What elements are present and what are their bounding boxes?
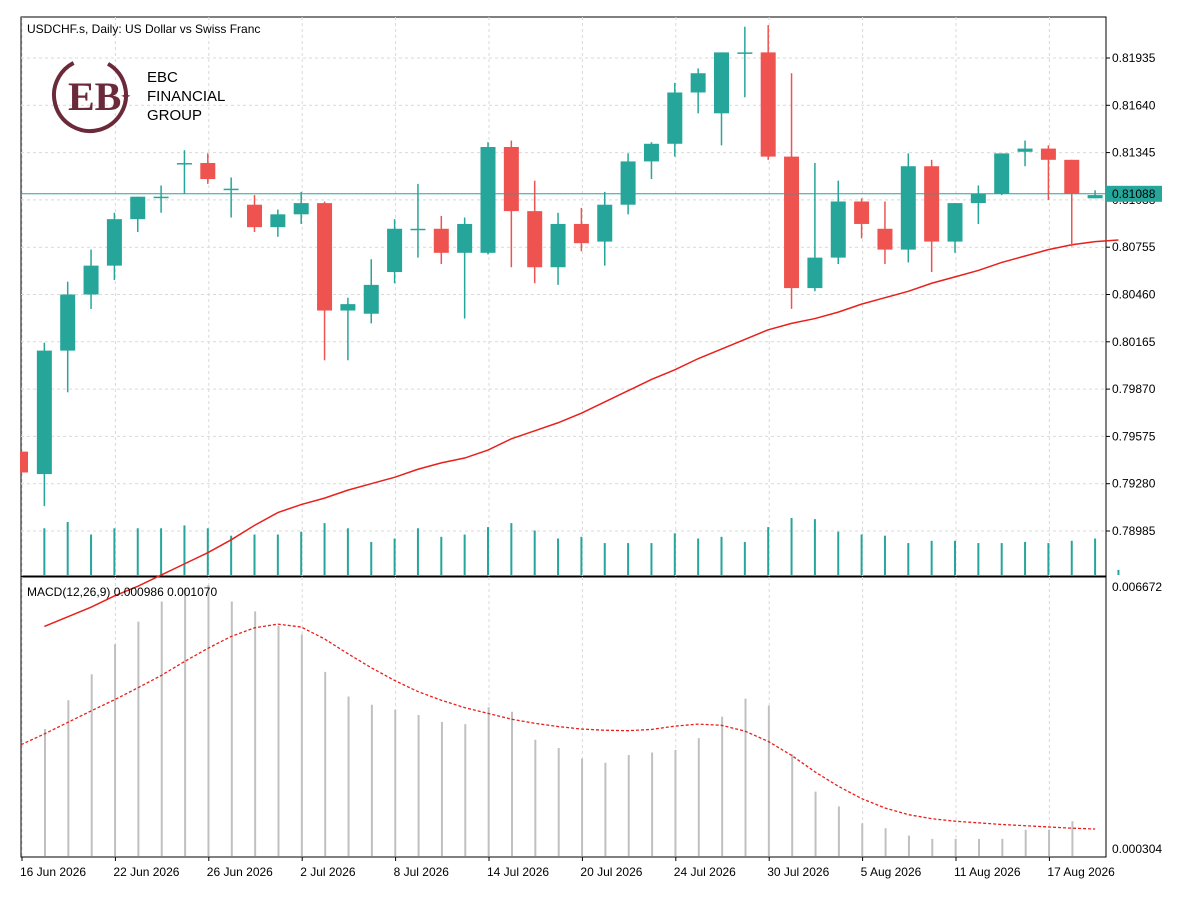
y-tick-label: 0.79870	[1112, 382, 1156, 396]
candle-bull	[994, 153, 1010, 194]
macd-histogram-layer	[44, 585, 1074, 856]
logo-ring-icon	[52, 57, 128, 133]
candle-bull	[106, 219, 122, 266]
candle-bear	[760, 52, 776, 157]
candle-bull	[293, 203, 309, 215]
macd-panel-frame	[20, 576, 1107, 858]
candle-bull	[36, 350, 52, 475]
axis-layer: 0.81935 0.81640 0.81345 0.81088 0.80755 0.804…	[20, 51, 1162, 879]
candle-bear	[317, 203, 333, 311]
x-tick-label: 2 Jul 2026	[300, 865, 356, 879]
y-tick-label: 0.80165	[1112, 335, 1156, 349]
chart-title: USDCHF.s, Daily: US Dollar vs Swiss Fran…	[27, 22, 260, 36]
candle-bull	[270, 214, 286, 228]
candle-bull	[807, 257, 823, 289]
candle-bear	[503, 146, 519, 212]
moving-average-line	[44, 239, 1119, 628]
candle-bull	[900, 166, 916, 250]
x-tick-label: 14 Jul 2026	[487, 865, 549, 879]
ebc-logo: EB ✦ EBC FINANCIAL GROUP	[52, 57, 225, 133]
candle-bull	[643, 143, 659, 162]
candle-bull	[690, 73, 706, 93]
candle-bull	[620, 161, 636, 205]
x-tick-label: 20 Jul 2026	[580, 865, 642, 879]
candle-bull	[363, 284, 379, 314]
x-tick-label: 26 Jun 2026	[207, 865, 273, 879]
x-tick-label: 8 Jul 2026	[394, 865, 450, 879]
macd-signal-line	[20, 623, 1096, 830]
y-tick-label: 0.78985	[1112, 524, 1156, 538]
x-tick-label: 24 Jul 2026	[674, 865, 736, 879]
candle-bull	[550, 223, 566, 268]
x-tick-label: 5 Aug 2026	[861, 865, 922, 879]
logo-line-2: FINANCIAL	[147, 88, 225, 105]
candle-bear	[854, 201, 870, 224]
candle-bear	[1064, 159, 1080, 194]
candle-bear	[1040, 148, 1056, 160]
logo-star-icon: ✦	[120, 88, 132, 104]
y-tick-label: 0.81640	[1112, 98, 1156, 112]
candle-bull	[480, 146, 496, 253]
candle-bull	[83, 265, 99, 295]
candle-bull	[667, 92, 683, 144]
candle-bear	[573, 223, 589, 244]
volume-layer	[43, 518, 1120, 575]
macd-title: MACD(12,26,9) 0.000986 0.001070	[27, 585, 217, 599]
logo-line-1: EBC	[147, 69, 178, 86]
logo-line-3: GROUP	[147, 107, 202, 124]
candle-bear	[20, 451, 28, 473]
candle-bull	[153, 196, 169, 199]
candle-bull	[970, 193, 986, 204]
y-tick-label: 0.79280	[1112, 477, 1156, 491]
candle-bull	[947, 203, 963, 242]
y-tick-label: 0.81935	[1112, 51, 1156, 65]
candle-bull	[130, 196, 146, 220]
macd-y-tick-label: 0.006672	[1112, 580, 1162, 594]
candle-bull	[60, 294, 76, 351]
y-tick-label: 0.80460	[1112, 288, 1156, 302]
candle-bull	[223, 188, 239, 191]
candle-bull	[387, 228, 403, 273]
y-tick-label: 0.79575	[1112, 429, 1156, 443]
candle-bull	[457, 223, 473, 253]
candle-bull	[340, 304, 356, 311]
candle-bull	[737, 52, 753, 54]
main-panel-frame	[20, 16, 1107, 577]
x-tick-label: 11 Aug 2026	[954, 865, 1021, 879]
candle-bear	[527, 211, 543, 268]
candle-bear	[877, 228, 893, 250]
moving-average-layer	[44, 239, 1119, 628]
x-tick-label: 16 Jun 2026	[20, 865, 86, 879]
x-tick-label: 22 Jun 2026	[113, 865, 179, 879]
macd-y-tick-label: 0.000304	[1112, 842, 1162, 856]
candle-bear	[433, 228, 449, 253]
candle-bull	[1017, 148, 1033, 152]
y-tick-label: 0.81345	[1112, 146, 1156, 160]
current-price-label: 0.81088	[1112, 187, 1156, 201]
x-tick-label: 17 Aug 2026	[1047, 865, 1115, 879]
candle-bull	[597, 204, 613, 242]
current-price-badge	[1106, 185, 1162, 202]
candle-bull	[830, 201, 846, 258]
logo-monogram-icon: EB	[68, 74, 121, 119]
candle-layer	[20, 25, 1103, 507]
y-tick-label: 0.80755	[1112, 240, 1156, 254]
candle-bull	[410, 228, 426, 231]
x-tick-label: 30 Jul 2026	[767, 865, 829, 879]
candle-bear	[924, 166, 940, 242]
candle-bull	[1087, 195, 1103, 199]
candle-bear	[784, 156, 800, 289]
candle-bull	[176, 163, 192, 165]
candle-bull	[714, 52, 729, 114]
candle-bear	[200, 163, 216, 180]
candle-bear	[247, 204, 262, 228]
macd-signal-layer	[20, 623, 1096, 830]
